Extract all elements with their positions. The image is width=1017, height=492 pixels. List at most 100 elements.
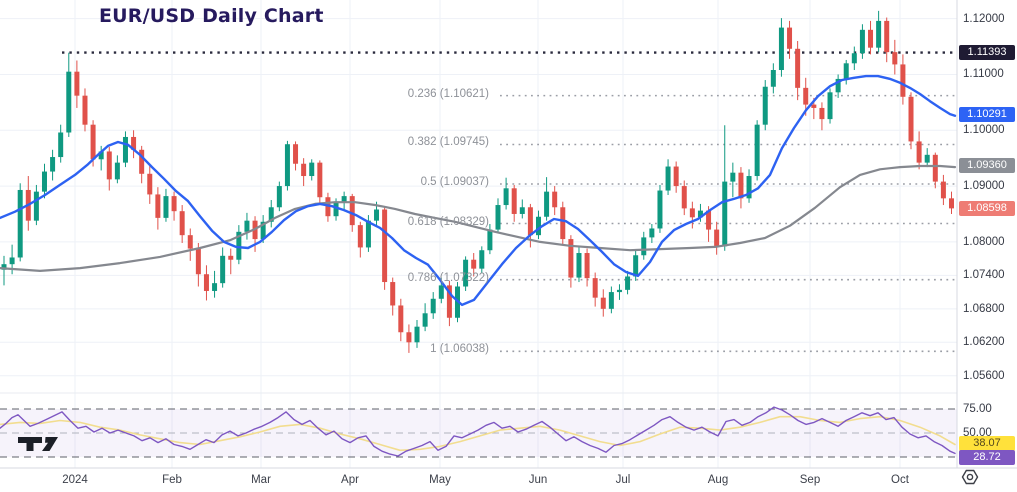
rsi-ma-value-badge: 38.07 — [959, 436, 1015, 451]
last-price-badge: 1.08598 — [959, 200, 1015, 216]
time-axis-label: Sep — [799, 474, 821, 486]
candle-body — [900, 64, 906, 97]
time-axis-label: Feb — [162, 474, 182, 486]
candle-body — [438, 285, 444, 299]
candle-body — [625, 276, 631, 290]
candle-body — [738, 172, 744, 199]
candle-body — [876, 20, 882, 48]
time-axis-label: 2024 — [62, 474, 88, 486]
candle-body — [114, 162, 120, 180]
candle-body — [584, 253, 590, 279]
candle-body — [244, 220, 250, 232]
candle-body — [236, 231, 242, 260]
candle-body — [446, 285, 452, 318]
rsi-value-badge: 28.72 — [959, 450, 1015, 465]
fib-level-label: 0.5 (1.09037) — [420, 176, 489, 188]
candle-body — [835, 78, 841, 93]
time-axis-label: May — [429, 474, 451, 486]
candle-body — [932, 154, 938, 182]
rsi-ma-line — [0, 415, 956, 452]
candle-body — [746, 176, 752, 199]
level-high-badge: 1.11393 — [959, 45, 1015, 61]
candle-body — [179, 211, 185, 236]
candle-body — [390, 282, 396, 306]
candle-body — [697, 210, 703, 218]
time-scale[interactable] — [0, 468, 957, 492]
candle-body — [535, 216, 541, 236]
candle-body — [41, 171, 47, 192]
candle-body — [82, 95, 88, 125]
candle-body — [795, 48, 801, 88]
candle-body — [884, 20, 890, 53]
candle-body — [641, 237, 647, 256]
candle-body — [527, 207, 533, 236]
ma-fast-line — [0, 74, 957, 307]
candle-body — [17, 189, 23, 258]
candle-body — [495, 205, 501, 230]
candle-body — [187, 235, 193, 249]
candle-body — [155, 194, 161, 218]
candle-body — [276, 186, 282, 208]
candle-body — [859, 29, 865, 54]
candle-body — [382, 209, 388, 283]
candle-body — [908, 96, 914, 142]
price-axis-label: 1.09000 — [963, 180, 1005, 193]
price-axis-label: 1.12000 — [963, 12, 1005, 25]
candle-body — [341, 196, 347, 203]
price-axis-label: 1.07400 — [963, 269, 1005, 282]
candle-body — [139, 149, 145, 174]
settings-icon[interactable] — [961, 469, 979, 485]
ma-slow-price-badge: 1.09360 — [959, 158, 1015, 174]
time-axis-label: Oct — [891, 474, 909, 486]
candle-body — [414, 326, 420, 343]
time-axis-label: Mar — [251, 474, 271, 486]
time-axis-label: Jun — [528, 474, 548, 486]
candle-body — [754, 124, 760, 177]
candle-body — [301, 163, 307, 177]
candle-body — [90, 124, 96, 160]
candle-body — [892, 52, 898, 65]
candle-body — [398, 305, 404, 333]
candle-body — [657, 190, 663, 229]
candle-body — [706, 210, 712, 230]
candle-body — [843, 63, 849, 79]
candle-body — [220, 255, 226, 284]
candle-body — [568, 239, 574, 278]
price-scale[interactable] — [957, 0, 1017, 468]
candle-body — [106, 151, 112, 180]
tradingview-logo[interactable] — [18, 437, 58, 451]
rsi-band — [0, 409, 957, 457]
candle-body — [487, 229, 493, 251]
candle-body — [1, 264, 7, 270]
candle-body — [50, 157, 56, 172]
candle-body — [357, 225, 363, 248]
candle-body — [592, 278, 598, 298]
candle-body — [722, 181, 728, 247]
candle-body — [33, 191, 39, 221]
candle-body — [479, 250, 485, 269]
price-axis-label: 1.11000 — [963, 68, 1004, 81]
candle-body — [803, 87, 809, 105]
candle-body — [317, 162, 323, 198]
candle-body — [365, 220, 371, 248]
ma-fast-price-badge: 1.10291 — [959, 106, 1015, 122]
candle-body — [422, 313, 428, 327]
candle-body — [714, 229, 720, 247]
candle-body — [576, 253, 582, 278]
candle-body — [827, 92, 833, 120]
price-axis-label: 1.10000 — [963, 124, 1005, 137]
fib-level-label: 0.382 (1.09745) — [407, 136, 489, 149]
candle-body — [649, 228, 655, 238]
candle-body — [284, 144, 290, 187]
candle-body — [544, 191, 550, 217]
candle-body — [58, 132, 64, 158]
time-axis-label: Aug — [707, 474, 729, 486]
candle-body — [195, 248, 201, 275]
ma-slow-line — [0, 164, 957, 272]
candle-body — [851, 53, 857, 64]
candle-body — [131, 136, 137, 150]
rsi-axis-label: 75.00 — [963, 403, 992, 415]
candle-body — [147, 173, 153, 195]
